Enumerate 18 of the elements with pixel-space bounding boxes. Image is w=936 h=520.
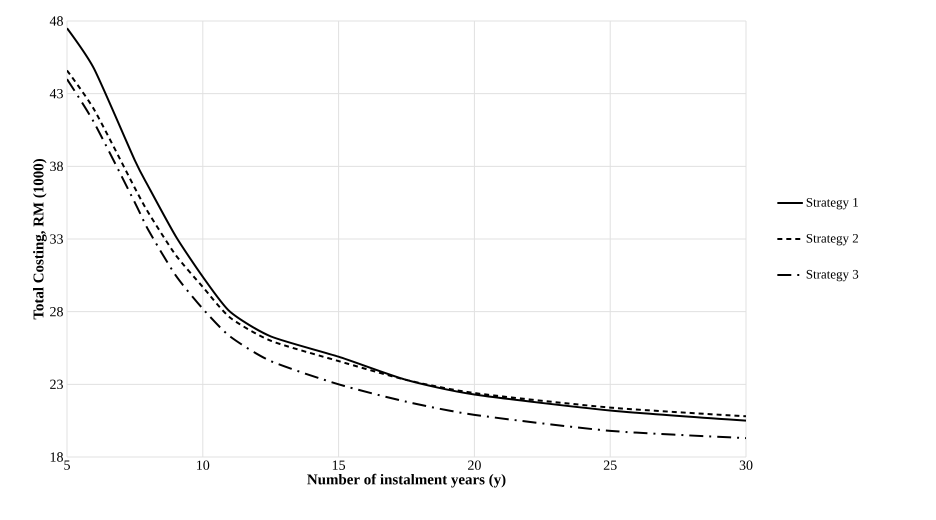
y-tick-label: 33 [50, 234, 63, 244]
y-tick-label: 23 [50, 380, 63, 390]
x-tick-label: 25 [604, 460, 617, 470]
y-tick-label: 38 [50, 162, 63, 172]
x-tick-label: 15 [332, 460, 346, 470]
x-tick-label: 5 [64, 460, 70, 470]
y-tick-label: 18 [50, 452, 63, 462]
legend-label: Strategy 1 [806, 198, 858, 210]
x-tick-label: 30 [740, 460, 752, 470]
legend-label: Strategy 2 [806, 234, 858, 246]
x-tick-label: 20 [468, 460, 481, 470]
y-tick-label: 48 [50, 16, 63, 26]
x-tick-label: 10 [197, 460, 210, 470]
y-tick-label: 43 [50, 88, 63, 98]
y-tick-label: 28 [50, 306, 63, 316]
legend-label: Strategy 3 [806, 270, 858, 282]
x-axis-title: Number of instalment years (y) [307, 474, 506, 488]
y-axis-title: Total Costing, RM (1000) [33, 159, 47, 320]
